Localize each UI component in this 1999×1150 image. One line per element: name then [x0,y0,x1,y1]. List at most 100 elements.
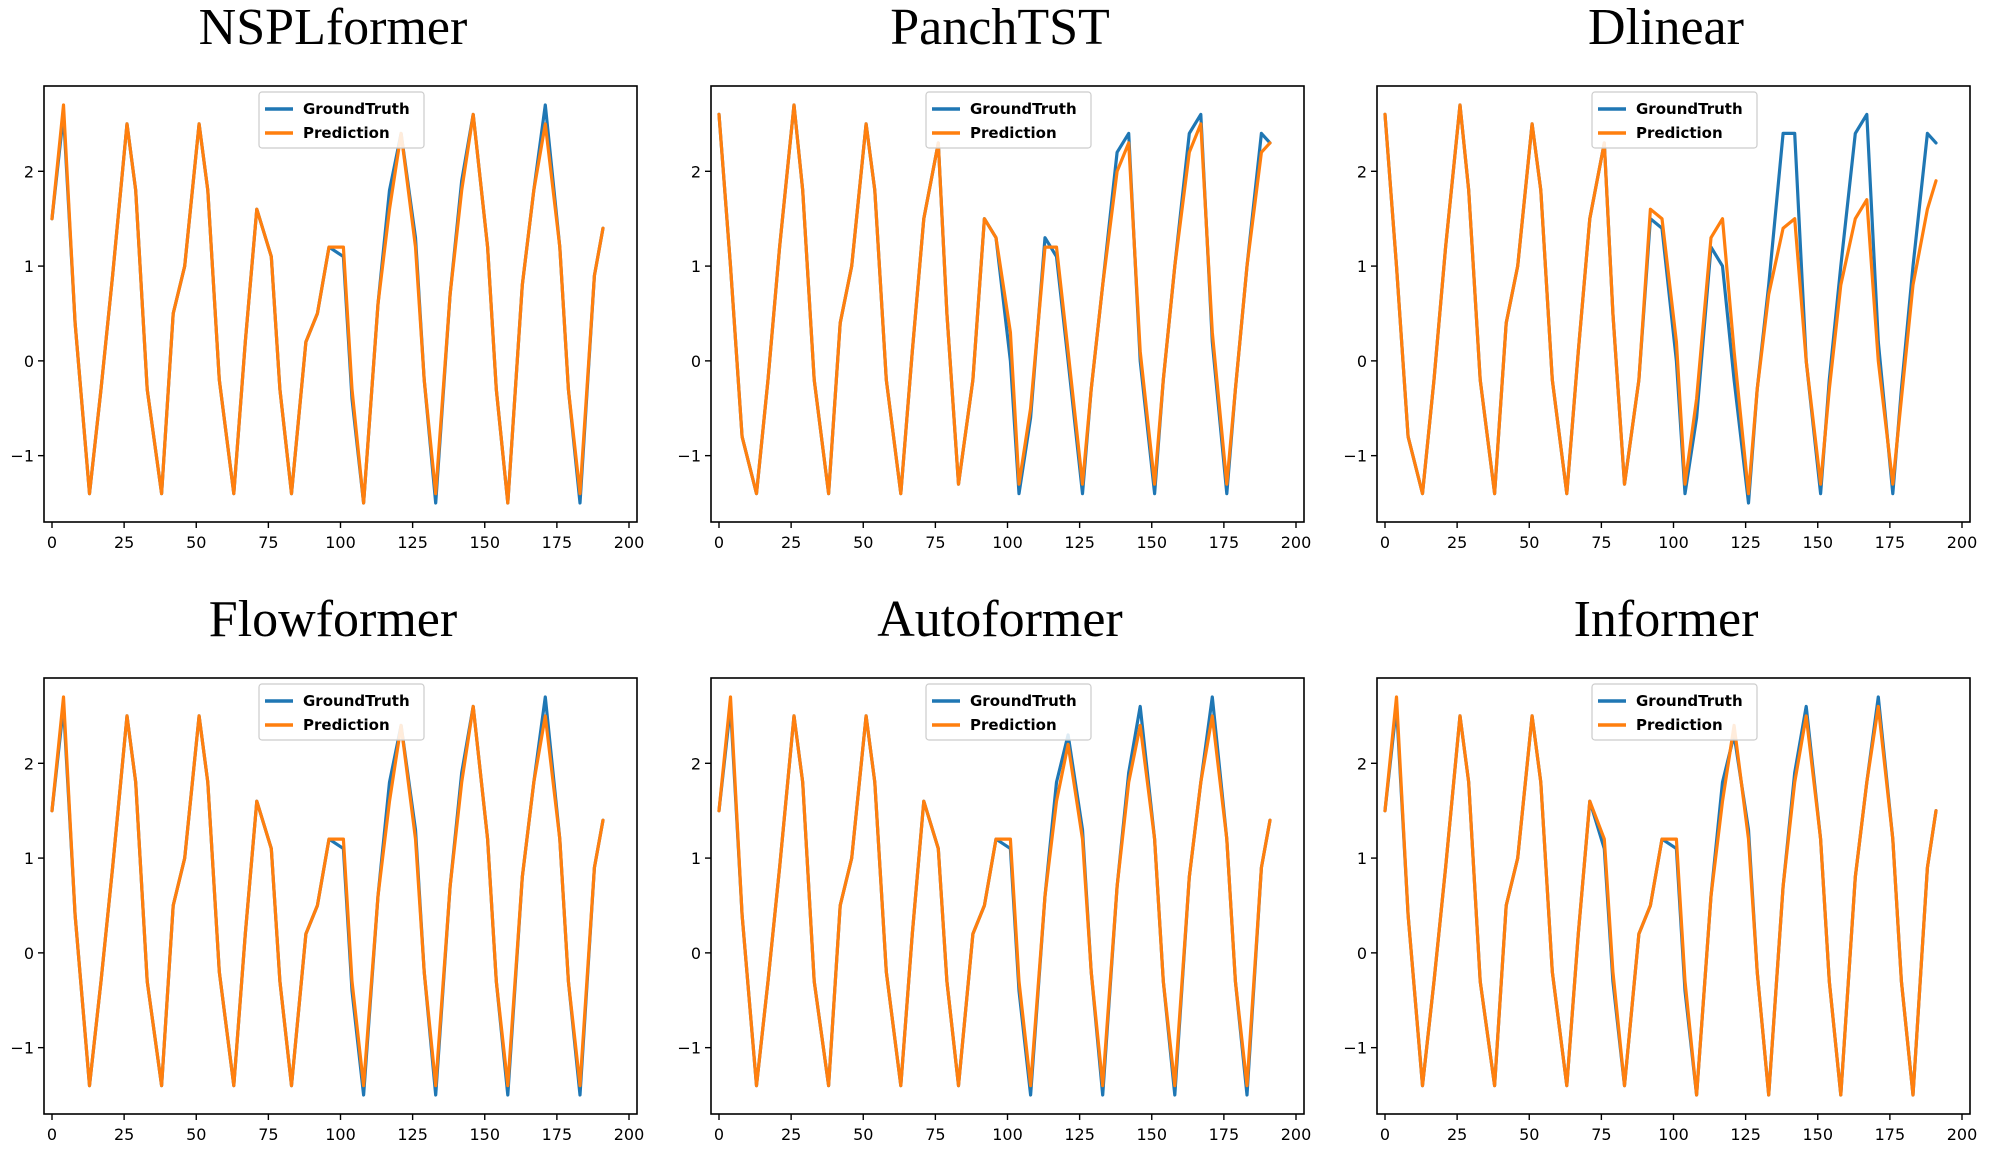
chart-panel: NSPLformer 0 25 50 75 100 125 150 175 200 −1 0 1 2 Gro… [0,0,666,558]
chart-title: PanchTST [890,0,1110,56]
x-tick-label: 200 [614,533,645,552]
y-tick-label: −1 [1343,1039,1367,1058]
y-tick-label: −1 [677,1039,701,1058]
x-tick-label: 0 [1380,533,1390,552]
chart-panel: Dlinear 0 25 50 75 100 125 150 175 200 −1 0 1 2 Ground… [1333,0,1999,558]
x-tick-label: 175 [1209,1125,1240,1144]
series-line-prediction [1383,695,1938,1097]
y-tick-label: 0 [1357,352,1367,371]
x-tick-label: 125 [397,533,428,552]
x-tick-label: 150 [1802,1125,1833,1144]
series-line-prediction [717,695,1272,1088]
chart-svg: 0 25 50 75 100 125 150 175 200 −1 0 1 2 GroundTruth Pr… [10,85,645,552]
chart-title: Dlinear [1588,0,1744,56]
x-tick-label: 150 [469,533,500,552]
x-tick-label: 150 [1136,1125,1167,1144]
chart-title: Flowformer [208,591,458,648]
series-line-prediction [717,103,1272,496]
x-tick-label: 125 [1730,1125,1761,1144]
chart-panel: Autoformer 0 25 50 75 100 125 150 175 200 −1 0 1 2 Gro… [667,592,1333,1150]
x-tick-label: 0 [714,1125,724,1144]
x-tick-label: 100 [992,1125,1023,1144]
y-tick-label: 0 [24,944,34,963]
legend-box [258,91,425,149]
y-tick-label: 0 [691,352,701,371]
series-line-prediction [50,695,605,1088]
x-tick-label: 75 [925,533,945,552]
legend-label: Prediction [970,716,1057,734]
chart-svg: 0 25 50 75 100 125 150 175 200 −1 0 1 2 GroundTruth Pr… [10,677,645,1144]
x-tick-label: 25 [781,533,801,552]
legend-box [925,683,1092,741]
y-tick-label: 2 [1357,754,1367,773]
x-tick-label: 25 [1447,533,1467,552]
x-tick-label: 100 [325,1125,356,1144]
x-tick-label: 125 [1064,533,1095,552]
x-tick-label: 50 [1519,533,1539,552]
legend-label: Prediction [970,124,1057,142]
x-tick-label: 175 [542,533,573,552]
legend: GroundTruth Prediction [1591,91,1758,149]
x-tick-label: 0 [47,533,57,552]
y-tick-label: 1 [24,257,34,276]
chart-svg: 0 25 50 75 100 125 150 175 200 −1 0 1 2 GroundTruth Pr… [1343,85,1978,552]
x-tick-label: 75 [258,1125,278,1144]
chart-panel: Informer 0 25 50 75 100 125 150 175 200 −1 0 1 2 Groun… [1333,592,1999,1150]
y-tick-label: 2 [1357,162,1367,181]
x-tick-label: 200 [614,1125,645,1144]
x-tick-label: 50 [853,1125,873,1144]
legend-box [1591,683,1758,741]
x-tick-label: 75 [258,533,278,552]
x-tick-label: 50 [186,533,206,552]
legend-label: Prediction [1636,124,1723,142]
y-tick-label: 1 [1357,849,1367,868]
x-tick-label: 0 [1380,1125,1390,1144]
x-tick-label: 50 [853,533,873,552]
legend-label: GroundTruth [1636,100,1743,118]
x-tick-label: 25 [114,1125,134,1144]
chart-panel: PanchTST 0 25 50 75 100 125 150 175 200 −1 0 1 2 Groun… [667,0,1333,558]
x-tick-label: 75 [1591,533,1611,552]
x-tick-label: 200 [1281,533,1312,552]
y-tick-label: 0 [1357,944,1367,963]
x-tick-label: 25 [114,533,134,552]
legend-box [925,91,1092,149]
legend-label: GroundTruth [303,100,410,118]
x-tick-label: 125 [397,1125,428,1144]
x-tick-label: 25 [1447,1125,1467,1144]
x-tick-label: 200 [1947,533,1978,552]
x-tick-label: 175 [1209,533,1240,552]
chart-title: Autoformer [877,591,1123,648]
chart-svg: 0 25 50 75 100 125 150 175 200 −1 0 1 2 GroundTruth Pr… [677,677,1312,1144]
y-tick-label: 2 [24,754,34,773]
chart-svg: 0 25 50 75 100 125 150 175 200 −1 0 1 2 GroundTruth Pr… [677,85,1312,552]
x-tick-label: 100 [1658,533,1689,552]
legend-label: Prediction [303,124,390,142]
x-tick-label: 50 [1519,1125,1539,1144]
x-tick-label: 200 [1281,1125,1312,1144]
legend: GroundTruth Prediction [925,683,1092,741]
chart-title: NSPLformer [198,0,468,56]
legend: GroundTruth Prediction [258,91,425,149]
legend-label: GroundTruth [303,692,410,710]
y-tick-label: 1 [691,257,701,276]
y-tick-label: 1 [1357,257,1367,276]
series-line-prediction [1383,103,1938,496]
series-line-prediction [50,103,605,505]
x-tick-label: 175 [1875,533,1906,552]
y-tick-label: −1 [10,447,34,466]
x-tick-label: 175 [1875,1125,1906,1144]
x-tick-label: 125 [1064,1125,1095,1144]
legend-label: Prediction [303,716,390,734]
legend-box [258,683,425,741]
y-tick-label: −1 [677,447,701,466]
x-tick-label: 75 [1591,1125,1611,1144]
x-tick-label: 50 [186,1125,206,1144]
x-tick-label: 100 [1658,1125,1689,1144]
legend-label: Prediction [1636,716,1723,734]
legend-label: GroundTruth [970,692,1077,710]
y-tick-label: 0 [24,352,34,371]
x-tick-label: 100 [992,533,1023,552]
y-tick-label: 2 [691,754,701,773]
